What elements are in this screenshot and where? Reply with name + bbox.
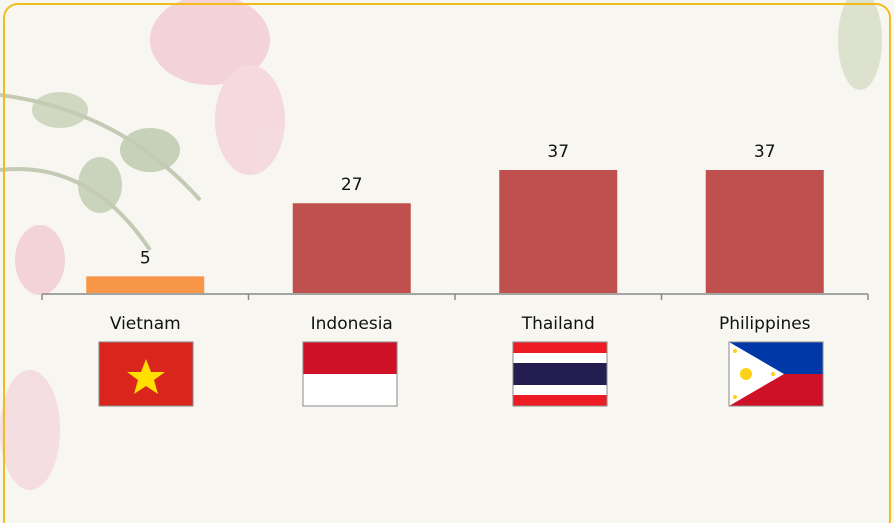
- bar: [293, 203, 411, 293]
- flags: [99, 342, 823, 406]
- flag-thailand: [513, 342, 607, 406]
- data-label: 37: [547, 142, 569, 162]
- bar: [86, 276, 204, 293]
- data-label: 37: [754, 142, 776, 162]
- bar: [706, 170, 824, 293]
- category-label: Philippines: [719, 314, 811, 334]
- flag-indonesia: [303, 342, 397, 406]
- flag-philippines: [729, 342, 823, 406]
- category-label: Indonesia: [311, 314, 393, 334]
- data-label: 27: [341, 175, 363, 195]
- category-label: Thailand: [521, 314, 595, 334]
- bar: [499, 170, 617, 293]
- data-label: 5: [140, 248, 151, 268]
- chart: Vietnam 5 Indonesia 27 Thailand 37 Philippines…: [0, 0, 894, 523]
- flag-vietnam: [99, 342, 193, 406]
- category-label: Vietnam: [110, 314, 181, 334]
